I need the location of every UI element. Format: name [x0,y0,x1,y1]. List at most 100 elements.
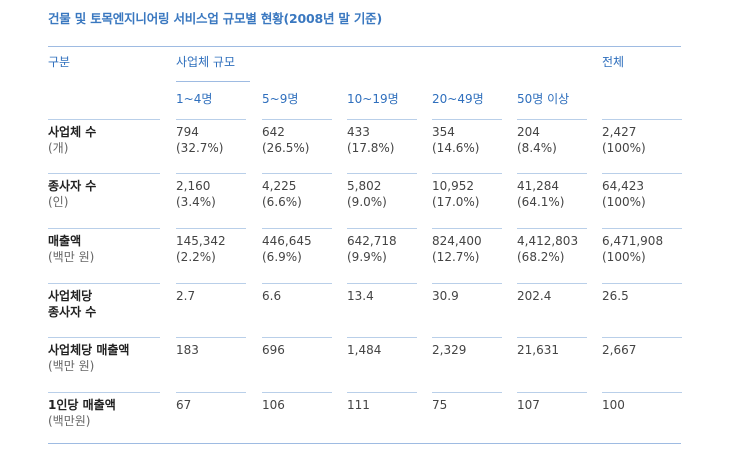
cell-percent: (8.4%) [517,141,557,155]
cell-separator [176,119,246,120]
cell-separator [262,119,332,120]
header-size-group: 사업체 규모 [176,55,236,69]
cell-percent: (9.0%) [347,195,387,209]
row-label-text: 사업체 수 [48,125,97,139]
cell-value: 202.4 [517,289,552,303]
cell-value: 2,427 [602,125,637,139]
cell-value: 4,412,803 [517,234,579,248]
cell-percent: (32.7%) [176,141,224,155]
row-separator [48,392,160,393]
cell-separator [176,337,246,338]
table-cell: 145,342 (2.2%) [176,233,226,265]
cell-value: 2,667 [602,343,637,357]
table-cell: 100 [602,397,625,413]
cell-value: 10,952 [432,179,474,193]
table-cell: 824,400 (12.7%) [432,233,482,265]
cell-value: 2,160 [176,179,211,193]
cell-separator [347,173,417,174]
row-label-sales: 매출액 (백만 원) [48,233,94,265]
cell-separator [262,283,332,284]
group-rule [176,81,250,82]
table-cell: 433 (17.8%) [347,124,394,156]
row-separator [48,337,160,338]
table-cell: 26.5 [602,288,629,304]
cell-separator [517,228,587,229]
cell-percent: (2.2%) [176,250,216,264]
cell-separator [347,119,417,120]
cell-separator [432,337,502,338]
header-category: 구분 [48,55,71,69]
cell-value: 824,400 [432,234,482,248]
cell-value: 2,329 [432,343,467,357]
cell-value: 696 [262,343,285,357]
table-title: 건물 및 토목엔지니어링 서비스업 규모별 현황(2008년 말 기준) [48,11,382,26]
cell-value: 4,225 [262,179,297,193]
cell-value: 67 [176,398,192,412]
table-cell: 2,160 (3.4%) [176,178,216,210]
cell-separator [176,392,246,393]
row-separator [48,173,160,174]
row-label-text: 매출액 [48,234,82,248]
cell-separator [517,173,587,174]
cell-separator [602,337,682,338]
table-cell: 4,412,803 (68.2%) [517,233,578,265]
row-label-employees-per-business: 사업체당 종사자 수 [48,288,96,320]
cell-separator [602,119,682,120]
cell-value: 794 [176,125,199,139]
cell-separator [262,337,332,338]
header-size-4: 20~49명 [432,92,484,106]
table-cell: 21,631 [517,342,559,358]
row-separator [48,283,160,284]
cell-separator [432,119,502,120]
table-cell: 202.4 [517,288,551,304]
table-cell: 41,284 (64.1%) [517,178,564,210]
cell-percent: (100%) [602,195,646,209]
row-separator [48,228,160,229]
cell-percent: (17.8%) [347,141,395,155]
row-unit: (백만 원) [48,359,95,373]
cell-separator [432,283,502,284]
cell-separator [347,228,417,229]
cell-value: 26.5 [602,289,629,303]
header-size-2: 5~9명 [262,92,299,106]
cell-value: 111 [347,398,370,412]
table-cell: 794 (32.7%) [176,124,223,156]
cell-separator [262,392,332,393]
cell-percent: (6.9%) [262,250,302,264]
cell-separator [602,283,682,284]
table-cell: 106 [262,397,285,413]
cell-separator [432,173,502,174]
row-unit: (백만 원) [48,250,95,264]
table-cell: 354 (14.6%) [432,124,479,156]
cell-value: 2.7 [176,289,196,303]
cell-value: 6.6 [262,289,282,303]
cell-separator [602,392,682,393]
cell-separator [432,392,502,393]
row-unit: (백만원) [48,414,91,428]
cell-value: 106 [262,398,285,412]
table-cell: 642 (26.5%) [262,124,309,156]
cell-percent: (100%) [602,250,646,264]
cell-percent: (17.0%) [432,195,480,209]
cell-separator [517,119,587,120]
table-cell: 10,952 (17.0%) [432,178,479,210]
cell-value: 41,284 [517,179,559,193]
cell-value: 21,631 [517,343,559,357]
cell-value: 100 [602,398,625,412]
table-cell: 2,329 [432,342,466,358]
table-cell: 2,427 (100%) [602,124,646,156]
header-total: 전체 [602,55,625,69]
table-cell: 6.6 [262,288,281,304]
row-label-text-line2: 종사자 수 [48,305,97,319]
table-cell: 75 [432,397,447,413]
cell-percent: (3.4%) [176,195,216,209]
table-cell: 2,667 [602,342,636,358]
cell-separator [176,173,246,174]
cell-value: 433 [347,125,370,139]
table-cell: 30.9 [432,288,459,304]
cell-percent: (100%) [602,141,646,155]
cell-value: 75 [432,398,448,412]
row-unit: (개) [48,141,69,155]
table-cell: 67 [176,397,191,413]
cell-percent: (14.6%) [432,141,480,155]
